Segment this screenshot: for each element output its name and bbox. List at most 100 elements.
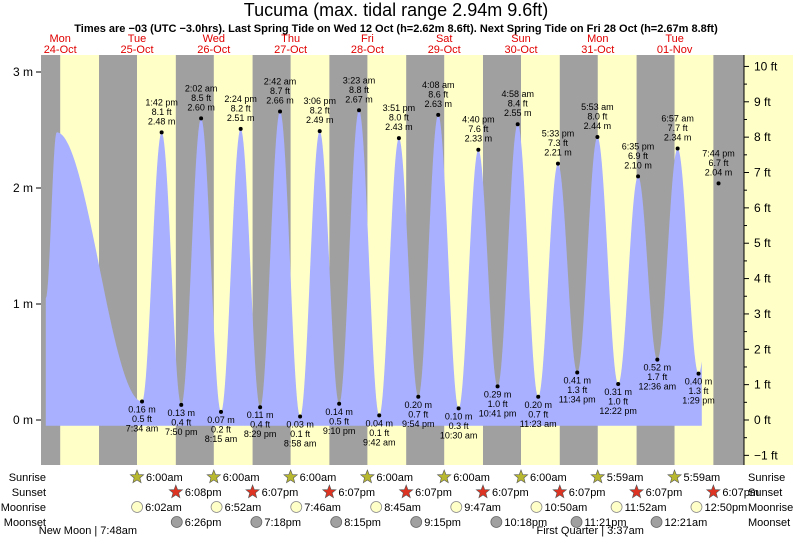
moonrise-time: 10:50am (544, 502, 587, 514)
low-tide-marker (616, 382, 621, 387)
tide-label: 0.7 ft (408, 409, 429, 419)
moonrise-time: 7:46am (304, 502, 341, 514)
tide-label: 0.10 m (445, 411, 473, 421)
tide-label: 0.2 ft (211, 424, 232, 434)
low-tide-marker (696, 371, 701, 376)
sunset-time: 6:07pm (415, 487, 452, 499)
moonset-time: 6:26pm (185, 517, 222, 529)
low-tide-marker (536, 394, 541, 399)
tide-label: 0.14 m (325, 407, 353, 417)
tide-label: 0.7 ft (528, 409, 549, 419)
tide-label: 3:06 pm (303, 96, 336, 106)
tide-label: 1.0 ft (608, 397, 629, 407)
sunset-time: 6:07pm (262, 487, 299, 499)
high-tide-marker (357, 108, 362, 113)
low-tide-marker (377, 413, 382, 418)
right-tick-label: 0 ft (754, 413, 771, 427)
moonset-time: 12:21am (665, 517, 708, 529)
chart-subtitle: Times are −03 (UTC −3.0hrs). Last Spring… (74, 23, 718, 35)
sunrise-icon (206, 469, 222, 484)
tide-label: 0.40 m (685, 377, 713, 387)
low-tide-marker (655, 357, 660, 362)
tide-label: 2.44 m (584, 121, 612, 131)
moonrise-icon (210, 501, 223, 513)
tide-label: 0.5 ft (329, 416, 350, 426)
tide-label: 2.33 m (465, 134, 493, 144)
high-tide-marker (636, 174, 641, 179)
low-tide-marker (258, 405, 263, 410)
tide-label: 5:33 pm (542, 129, 575, 139)
moonset-icon (570, 516, 583, 528)
sunrise-time: 6:00am (376, 472, 413, 484)
low-tide-marker (495, 384, 500, 389)
moonrise-time: 12:50pm (704, 502, 747, 514)
moonset-time: 8:15pm (344, 517, 381, 529)
low-tide-marker (575, 370, 580, 375)
tide-label: 5:53 am (581, 102, 614, 112)
right-tick-label: 6 ft (754, 201, 771, 215)
sunrise-icon (590, 469, 606, 484)
day-label-dow: Thu (281, 33, 300, 45)
tide-label: 6:35 pm (622, 141, 655, 151)
tide-label: 8.0 ft (389, 113, 410, 123)
tide-label: 7:44 pm (702, 148, 735, 158)
tide-label: 3:23 am (343, 75, 376, 85)
left-tick-label: 3 m (13, 65, 33, 79)
legend-row-label-right: Moonset (748, 517, 790, 529)
high-tide-marker (396, 136, 401, 141)
low-tide-marker (456, 406, 461, 411)
high-tide-marker (476, 147, 481, 152)
tide-label: 7.6 ft (468, 124, 489, 134)
day-label-date: 31-Oct (581, 44, 614, 56)
sunset-time: 6:08pm (185, 487, 222, 499)
tide-label: 10:30 am (440, 430, 478, 440)
tide-label: 7:34 am (126, 423, 159, 433)
tide-label: 1.3 ft (689, 386, 710, 396)
tide-label: 0.29 m (484, 389, 512, 399)
tide-label: 2:42 am (264, 76, 297, 86)
moonset-time: 11:21pm (585, 517, 627, 529)
moonset-time: 10:18pm (504, 517, 547, 529)
moonset-icon (650, 516, 663, 528)
legend-row-label-right: Sunrise (748, 472, 785, 484)
day-label-dow: Tue (665, 33, 684, 45)
tide-label: 9:42 am (363, 437, 396, 447)
tide-label: 4:58 am (501, 89, 534, 99)
day-label-date: 28-Oct (351, 44, 384, 56)
tide-label: 0.52 m (644, 363, 672, 373)
tide-label: 6.9 ft (628, 151, 649, 161)
tide-label: 3:51 pm (383, 103, 416, 113)
right-tick-label: 10 ft (754, 59, 778, 73)
sunrise-time: 6:00am (453, 472, 490, 484)
sunrise-time: 6:00am (223, 472, 260, 484)
sunrise-time: 5:59am (607, 472, 644, 484)
tide-label: 7.3 ft (548, 138, 569, 148)
high-tide-marker (159, 130, 164, 135)
sunrise-time: 6:00am (146, 472, 183, 484)
tide-label: 8:58 am (284, 439, 317, 449)
tide-label: 4:40 pm (462, 115, 495, 125)
moonrise-time: 9:47am (464, 502, 501, 514)
sunset-icon (629, 484, 645, 499)
sunrise-icon (513, 469, 529, 484)
moonset-icon (330, 516, 343, 528)
moonset-time: 9:15pm (424, 517, 461, 529)
tide-label: 2.60 m (187, 102, 215, 112)
tide-label: 0.1 ft (290, 429, 311, 439)
tide-label: 2:24 pm (224, 94, 257, 104)
low-tide-marker (219, 409, 223, 414)
low-tide-marker (179, 402, 184, 407)
sunrise-icon (129, 469, 145, 484)
moonset-icon (170, 516, 183, 528)
tide-label: 2.43 m (385, 122, 413, 132)
left-tick-label: 1 m (13, 297, 33, 311)
tide-label: 6.7 ft (709, 158, 730, 168)
sunrise-icon (359, 469, 375, 484)
tide-label: 10:41 pm (479, 408, 517, 418)
tide-label: 2.04 m (705, 167, 733, 177)
sun-moon-legend: Sunrise Sunrise Sunset Sunset Moonrise Moonri… (1, 469, 793, 537)
right-tick-label: 8 ft (754, 130, 771, 144)
tide-label: 2.10 m (624, 160, 652, 170)
day-label-dow: Tue (128, 33, 147, 45)
tide-label: 1.7 ft (647, 372, 668, 382)
